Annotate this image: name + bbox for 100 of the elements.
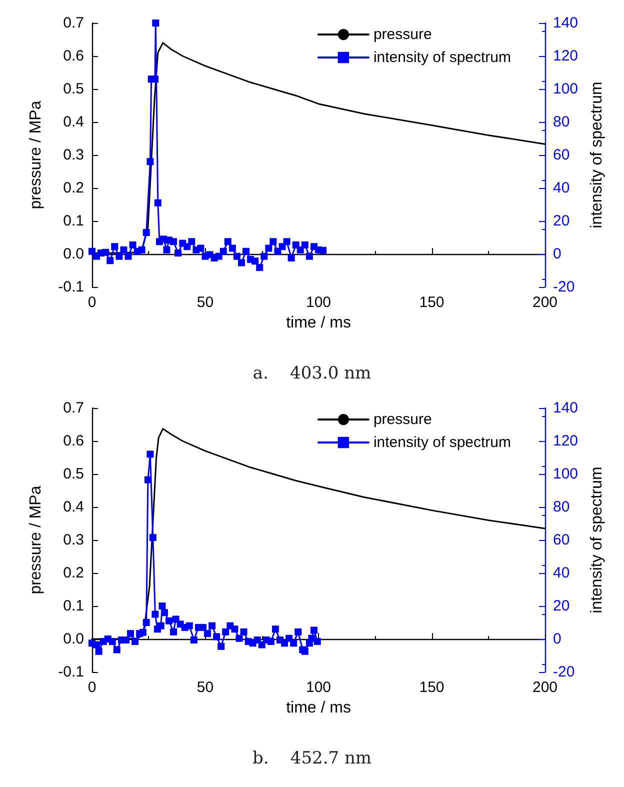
x-tick-label: 200	[532, 679, 558, 696]
x-tick-label: 100	[306, 679, 332, 696]
point	[265, 244, 272, 252]
point	[252, 258, 259, 265]
x-tick-label: 50	[196, 294, 214, 311]
point	[93, 641, 100, 648]
y-tick-label: 0.2	[63, 180, 84, 196]
point	[151, 76, 158, 83]
y-tick-label: 0.2	[63, 564, 84, 582]
y2-tick-label: 100	[553, 466, 578, 482]
y2-axis-title: intensity of spectrum	[588, 82, 606, 228]
point	[188, 238, 196, 246]
point	[190, 636, 198, 644]
text: a. 403.0 nm	[252, 364, 372, 384]
point	[152, 20, 160, 26]
y-tick-label: 0.5	[63, 466, 84, 482]
point	[142, 619, 150, 626]
point	[158, 602, 166, 610]
point	[213, 633, 220, 640]
x-tick-label: 150	[419, 679, 444, 696]
point	[113, 646, 120, 654]
point	[160, 609, 168, 616]
point	[270, 238, 277, 246]
point	[170, 628, 178, 636]
text: b. 452.7 nm	[252, 748, 372, 768]
y2-tick-label: 120	[553, 48, 578, 64]
legend-label: pressure	[373, 26, 432, 43]
point	[274, 248, 282, 255]
point	[199, 624, 206, 631]
y2-tick-label: 0	[553, 630, 562, 648]
point	[267, 638, 274, 645]
y-tick-label: 0.4	[63, 114, 84, 130]
point	[146, 450, 154, 458]
point	[310, 626, 318, 634]
point	[306, 252, 313, 260]
y-tick-label: 0.1	[63, 212, 84, 230]
y-tick-label: -0.1	[58, 278, 84, 296]
point	[242, 248, 250, 255]
point	[120, 246, 128, 254]
point	[256, 264, 264, 272]
point	[144, 476, 152, 484]
point	[163, 246, 170, 254]
point	[95, 648, 102, 655]
y-tick-label: 0.1	[63, 598, 84, 614]
point	[139, 628, 146, 636]
point	[238, 259, 245, 266]
point	[222, 628, 230, 636]
y-tick-label: 0.5	[63, 80, 84, 98]
legend-label: intensity of spectrum	[373, 434, 512, 451]
y2-tick-label: 0	[553, 246, 562, 262]
point	[108, 638, 116, 645]
point	[236, 634, 243, 642]
y-tick-label: 0.3	[63, 532, 84, 548]
point	[301, 241, 308, 248]
x-tick-label: 50	[196, 679, 214, 696]
point	[116, 252, 123, 260]
point	[208, 622, 216, 630]
point	[288, 254, 295, 262]
point	[220, 248, 227, 255]
y2-tick-label: 80	[553, 498, 570, 516]
point	[283, 238, 290, 246]
x-tick-label: 0	[88, 294, 96, 311]
point	[254, 636, 261, 644]
y2-axis-title: intensity of spectrum	[588, 466, 606, 614]
y-tick-label: 0.7	[63, 14, 84, 32]
y2-tick-label: 20	[553, 598, 570, 614]
point	[152, 610, 159, 618]
point	[228, 244, 236, 252]
point	[102, 248, 110, 256]
y-tick-label: 0.6	[63, 432, 84, 450]
x-tick-label: 0	[88, 679, 96, 696]
y2-tick-label: 40	[553, 180, 570, 196]
y2-tick-label: 140	[553, 14, 578, 32]
point	[218, 642, 225, 650]
y2-tick-label: 40	[553, 564, 570, 582]
point	[170, 238, 178, 246]
point	[308, 634, 316, 642]
point	[290, 640, 298, 647]
y-axis-title: pressure / MPa	[28, 100, 44, 210]
y-tick-label: 0.4	[63, 498, 84, 516]
point	[233, 252, 240, 260]
x-tick-label: 200	[532, 294, 558, 311]
point	[166, 617, 173, 624]
x-axis-title: time / ms	[286, 699, 351, 716]
x-axis-title: time / ms	[286, 314, 351, 332]
point	[204, 630, 212, 638]
point	[260, 252, 268, 260]
point	[197, 244, 204, 252]
point	[320, 246, 327, 254]
y2-tick-label: 20	[553, 212, 570, 230]
point	[111, 243, 118, 250]
point	[124, 252, 132, 260]
x-tick-label: 150	[419, 294, 444, 311]
x-tick-label: 100	[306, 294, 332, 311]
y-tick-label: 0.3	[63, 146, 84, 164]
point	[314, 638, 321, 645]
y2-tick-label: -20	[553, 664, 575, 680]
point	[174, 250, 182, 257]
y2-tick-label: 60	[553, 532, 570, 548]
point	[132, 638, 139, 645]
